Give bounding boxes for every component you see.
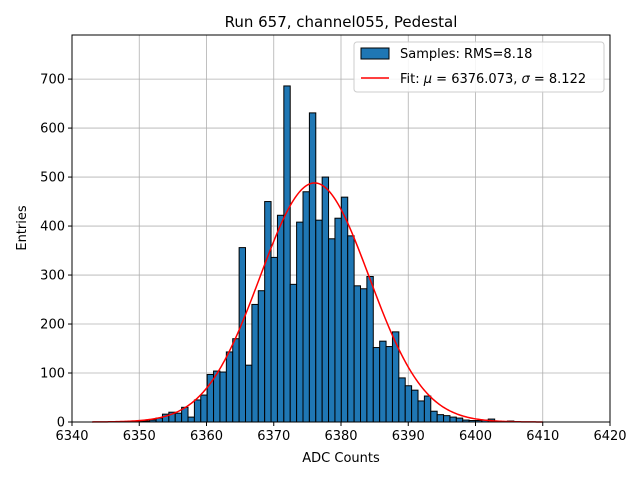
x-tick-label: 6400 — [459, 429, 492, 444]
histogram-bar — [174, 412, 183, 423]
legend-fit-sigma-value: = 8.122 — [530, 72, 586, 87]
histogram-bar — [302, 191, 310, 423]
legend-histogram-swatch — [360, 47, 390, 60]
histogram-bar — [308, 112, 317, 423]
histogram-bar — [238, 247, 247, 423]
x-axis-ticks: 6340 6350 6360 6370 6380 6390 6400 6410 6420 — [55, 422, 627, 444]
histogram-bar — [360, 288, 368, 423]
histogram-bar — [232, 338, 240, 423]
histogram-bar — [423, 395, 432, 423]
x-tick-label: 6390 — [392, 429, 425, 444]
legend-fit-prefix: Fit: — [400, 72, 424, 87]
histogram-bar — [385, 346, 393, 423]
y-tick-label: 600 — [40, 122, 65, 137]
histogram-bar — [276, 214, 285, 423]
fit-curve — [92, 182, 543, 423]
histogram-bar — [270, 256, 278, 423]
histogram-bar — [315, 219, 323, 423]
legend-fit-mu: μ — [423, 72, 432, 87]
x-tick-label: 6340 — [55, 429, 88, 444]
histogram-bar — [455, 417, 464, 423]
histogram-bar — [187, 416, 195, 423]
histogram-bar — [264, 201, 272, 423]
histogram-bar — [225, 351, 234, 423]
histogram-bar — [417, 400, 425, 423]
histogram-bar — [391, 331, 400, 423]
histogram-bar — [436, 414, 445, 423]
x-tick-label: 6410 — [526, 429, 559, 444]
histogram-bar — [328, 238, 336, 423]
y-tick-label: 0 — [57, 416, 65, 431]
histogram-bar — [257, 290, 266, 423]
legend-box — [353, 41, 605, 93]
histogram-bar — [334, 217, 342, 423]
y-axis-label: Entries — [15, 205, 30, 251]
x-tick-label: 6380 — [324, 429, 357, 444]
legend-histogram-label: Samples: RMS=8.18 — [400, 47, 532, 62]
histogram-bar — [379, 340, 387, 423]
histogram-bar — [353, 285, 362, 423]
y-tick-label: 700 — [40, 73, 65, 88]
histogram-bar — [372, 347, 381, 423]
histogram-bar — [296, 221, 304, 423]
legend-fit-mu-value: = 6376.073, — [432, 72, 521, 87]
histogram-bar — [404, 385, 413, 423]
histogram-bar — [411, 389, 419, 423]
histogram-bars — [117, 85, 515, 423]
legend-fit-label: Fit: μ = 6376.073, σ = 8.122 — [400, 72, 586, 87]
histogram-bar — [206, 373, 215, 423]
histogram-bar — [366, 276, 374, 423]
legend-fit-sigma: σ — [522, 72, 531, 87]
y-tick-label: 300 — [40, 269, 65, 284]
histogram-bar — [449, 416, 457, 423]
y-tick-label: 200 — [40, 318, 65, 333]
x-tick-label: 6370 — [257, 429, 290, 444]
x-tick-label: 6420 — [593, 429, 626, 444]
histogram-bar — [193, 399, 202, 423]
histogram-bar — [245, 364, 253, 423]
histogram-bar — [398, 377, 406, 423]
y-axis-ticks: 0 100 200 300 400 500 600 700 — [40, 73, 72, 431]
y-tick-label: 400 — [40, 220, 65, 235]
histogram-bar — [443, 415, 451, 423]
histogram-bar — [340, 196, 349, 423]
histogram-bar — [219, 371, 227, 423]
histogram-bar — [347, 235, 355, 423]
legend: Samples: RMS=8.18 Fit: μ = 6376.073, σ =… — [353, 41, 605, 93]
y-tick-label: 500 — [40, 171, 65, 186]
histogram-bar — [283, 85, 291, 423]
histogram-bar — [251, 303, 259, 423]
chart-title: Run 657, channel055, Pedestal — [225, 13, 458, 31]
histogram-bar — [321, 176, 330, 423]
x-tick-label: 6360 — [190, 429, 223, 444]
histogram-bar — [289, 283, 298, 423]
x-tick-label: 6350 — [123, 429, 156, 444]
histogram-bar — [430, 410, 438, 423]
x-axis-label: ADC Counts — [302, 451, 380, 466]
histogram-bar — [200, 394, 208, 423]
y-tick-label: 100 — [40, 367, 65, 382]
